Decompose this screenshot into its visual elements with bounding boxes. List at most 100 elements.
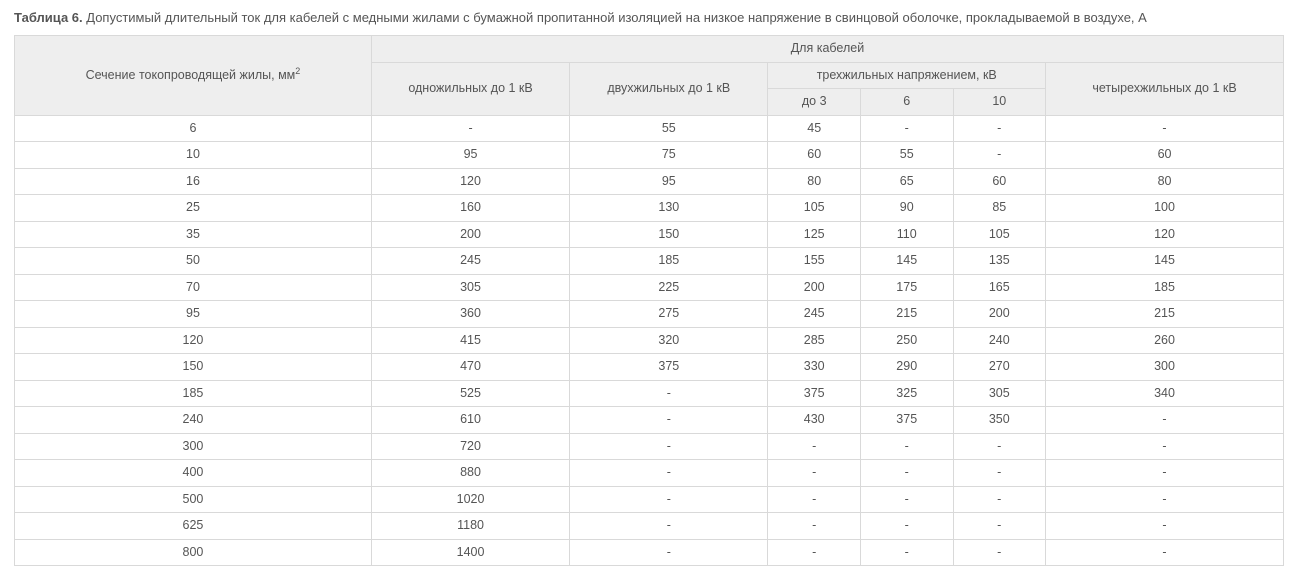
table-cell: 375 xyxy=(860,407,953,434)
header-section-text: Сечение токопроводящей жилы, мм xyxy=(86,69,296,83)
table-cell: 200 xyxy=(953,301,1046,328)
table-row: 150470375330290270300 xyxy=(15,354,1284,381)
table-cell: 285 xyxy=(768,327,861,354)
table-cell: - xyxy=(1046,486,1284,513)
table-cell: 160 xyxy=(371,195,569,222)
table-cell: 350 xyxy=(953,407,1046,434)
table-row: 5001020----- xyxy=(15,486,1284,513)
table-cell: 185 xyxy=(570,248,768,275)
table-cell: 185 xyxy=(15,380,372,407)
table-cell: 610 xyxy=(371,407,569,434)
table-cell: - xyxy=(1046,460,1284,487)
table-cell: 290 xyxy=(860,354,953,381)
table-cell: 360 xyxy=(371,301,569,328)
table-cell: 175 xyxy=(860,274,953,301)
table-row: 161209580656080 xyxy=(15,168,1284,195)
table-cell: - xyxy=(1046,407,1284,434)
table-cell: 65 xyxy=(860,168,953,195)
header-c4: 6 xyxy=(860,89,953,116)
header-c6: четырехжильных до 1 кВ xyxy=(1046,62,1284,115)
table-cell: 105 xyxy=(768,195,861,222)
table-cell: 800 xyxy=(15,539,372,566)
table-cell: 400 xyxy=(15,460,372,487)
table-cell: 135 xyxy=(953,248,1046,275)
table-cell: 470 xyxy=(371,354,569,381)
table-cell: - xyxy=(860,486,953,513)
table-cell: - xyxy=(953,539,1046,566)
table-cell: - xyxy=(1046,115,1284,142)
table-cell: 85 xyxy=(953,195,1046,222)
table-cell: 120 xyxy=(1046,221,1284,248)
table-cell: 125 xyxy=(768,221,861,248)
table-cell: 1400 xyxy=(371,539,569,566)
table-cell: 60 xyxy=(1046,142,1284,169)
table-cell: 430 xyxy=(768,407,861,434)
table-row: 185525-375325305340 xyxy=(15,380,1284,407)
table-cell: 165 xyxy=(953,274,1046,301)
table-cell: 250 xyxy=(860,327,953,354)
table-cell: 340 xyxy=(1046,380,1284,407)
table-cell: 305 xyxy=(953,380,1046,407)
table-cell: 300 xyxy=(1046,354,1284,381)
table-cell: - xyxy=(953,486,1046,513)
header-three-group: трехжильных напряжением, кВ xyxy=(768,62,1046,89)
table-cell: 260 xyxy=(1046,327,1284,354)
table-cell: 90 xyxy=(860,195,953,222)
table-cell: 155 xyxy=(768,248,861,275)
table-cell: 625 xyxy=(15,513,372,540)
table-cell: 225 xyxy=(570,274,768,301)
table-cell: 245 xyxy=(768,301,861,328)
table-row: 70305225200175165185 xyxy=(15,274,1284,301)
table-cell: 200 xyxy=(371,221,569,248)
table-cell: 320 xyxy=(570,327,768,354)
table-cell: 215 xyxy=(860,301,953,328)
table-cell: 80 xyxy=(1046,168,1284,195)
table-cell: 880 xyxy=(371,460,569,487)
table-cell: 1020 xyxy=(371,486,569,513)
table-cell: 145 xyxy=(1046,248,1284,275)
table-cell: - xyxy=(570,539,768,566)
table-cell: 240 xyxy=(15,407,372,434)
table-cell: 120 xyxy=(15,327,372,354)
table-row: 50245185155145135145 xyxy=(15,248,1284,275)
table-cell: 6 xyxy=(15,115,372,142)
header-c2: двухжильных до 1 кВ xyxy=(570,62,768,115)
table-cell: - xyxy=(953,433,1046,460)
table-cell: - xyxy=(570,460,768,487)
table-cell: - xyxy=(860,433,953,460)
table-row: 6251180----- xyxy=(15,513,1284,540)
table-cell: 120 xyxy=(371,168,569,195)
table-cell: 720 xyxy=(371,433,569,460)
table-row: 240610-430375350- xyxy=(15,407,1284,434)
table-cell: 25 xyxy=(15,195,372,222)
data-table: Сечение токопроводящей жилы, мм2 Для каб… xyxy=(14,35,1284,566)
table-cell: 500 xyxy=(15,486,372,513)
table-cell: 45 xyxy=(768,115,861,142)
table-cell: - xyxy=(371,115,569,142)
table-cell: - xyxy=(768,433,861,460)
table-cell: 150 xyxy=(570,221,768,248)
table-cell: 325 xyxy=(860,380,953,407)
table-cell: 80 xyxy=(768,168,861,195)
table-cell: 150 xyxy=(15,354,372,381)
title-rest: Допустимый длительный ток для кабелей с … xyxy=(83,10,1147,25)
table-cell: - xyxy=(860,115,953,142)
table-cell: - xyxy=(1046,539,1284,566)
table-cell: 10 xyxy=(15,142,372,169)
table-cell: 270 xyxy=(953,354,1046,381)
header-section-sup: 2 xyxy=(295,66,300,76)
table-cell: - xyxy=(860,460,953,487)
table-cell: - xyxy=(768,513,861,540)
table-cell: - xyxy=(768,460,861,487)
table-cell: 415 xyxy=(371,327,569,354)
header-c5: 10 xyxy=(953,89,1046,116)
table-cell: - xyxy=(570,486,768,513)
table-cell: 95 xyxy=(570,168,768,195)
table-cell: 55 xyxy=(860,142,953,169)
table-title: Таблица 6. Допустимый длительный ток для… xyxy=(14,10,1284,25)
table-row: 400880----- xyxy=(15,460,1284,487)
table-cell: 60 xyxy=(768,142,861,169)
table-cell: 50 xyxy=(15,248,372,275)
table-cell: 130 xyxy=(570,195,768,222)
table-cell: 215 xyxy=(1046,301,1284,328)
